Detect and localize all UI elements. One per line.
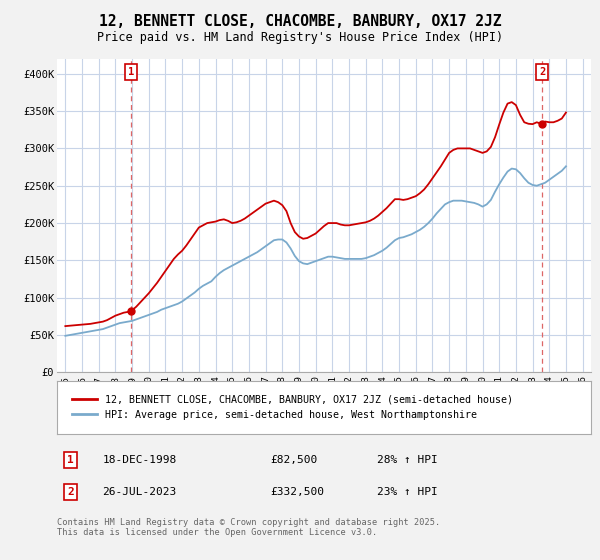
Text: Price paid vs. HM Land Registry's House Price Index (HPI): Price paid vs. HM Land Registry's House … xyxy=(97,31,503,44)
Text: £332,500: £332,500 xyxy=(271,487,325,497)
Text: 1: 1 xyxy=(128,67,134,77)
Text: 2: 2 xyxy=(539,67,545,77)
Text: £82,500: £82,500 xyxy=(271,455,318,465)
Text: 12, BENNETT CLOSE, CHACOMBE, BANBURY, OX17 2JZ: 12, BENNETT CLOSE, CHACOMBE, BANBURY, OX… xyxy=(99,14,501,29)
Legend: 12, BENNETT CLOSE, CHACOMBE, BANBURY, OX17 2JZ (semi-detached house), HPI: Avera: 12, BENNETT CLOSE, CHACOMBE, BANBURY, OX… xyxy=(67,390,518,425)
Text: Contains HM Land Registry data © Crown copyright and database right 2025.
This d: Contains HM Land Registry data © Crown c… xyxy=(57,518,440,538)
Text: 1: 1 xyxy=(67,455,74,465)
Text: 26-JUL-2023: 26-JUL-2023 xyxy=(103,487,176,497)
Text: 23% ↑ HPI: 23% ↑ HPI xyxy=(377,487,438,497)
Text: 18-DEC-1998: 18-DEC-1998 xyxy=(103,455,176,465)
Text: 2: 2 xyxy=(67,487,74,497)
Text: 28% ↑ HPI: 28% ↑ HPI xyxy=(377,455,438,465)
